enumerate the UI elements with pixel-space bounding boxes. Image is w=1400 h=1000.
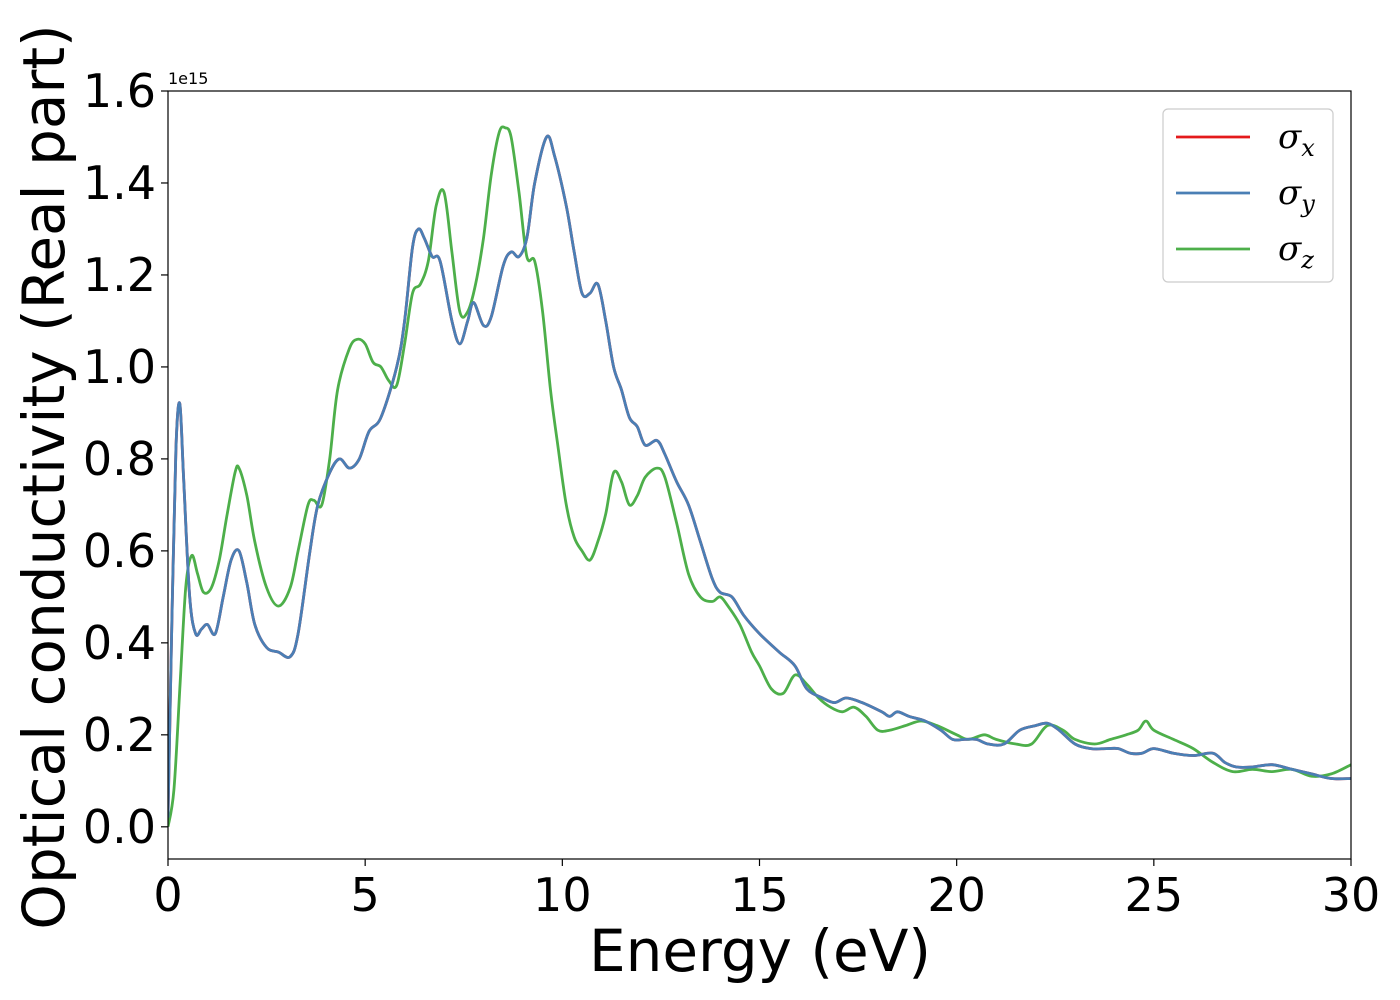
y-tick-label: 0.0 bbox=[83, 800, 156, 854]
y-tick-label: 0.6 bbox=[83, 524, 156, 578]
x-tick-label: 5 bbox=[351, 868, 380, 922]
x-tick-label: 15 bbox=[730, 868, 789, 922]
x-tick-label: 30 bbox=[1322, 868, 1381, 922]
y-tick-label: 0.2 bbox=[83, 708, 156, 762]
y-tick-label: 1.0 bbox=[83, 340, 156, 394]
y-tick-label: 1.2 bbox=[83, 248, 156, 302]
y-axis-title: Optical conductivity (Real part) bbox=[10, 24, 78, 929]
y-tick-label: 1.6 bbox=[83, 64, 156, 118]
series-line-sigma-z bbox=[168, 125, 1351, 828]
legend: σx σy σz bbox=[1162, 108, 1334, 283]
x-tick-label: 20 bbox=[927, 868, 986, 922]
series-line-sigma-y bbox=[168, 134, 1351, 818]
x-tick-label: 10 bbox=[533, 868, 592, 922]
legend-box bbox=[1162, 108, 1334, 283]
y-tick-label: 1.4 bbox=[83, 156, 156, 210]
legend-label-sigma-x: σx bbox=[1278, 117, 1315, 162]
x-tick-label: 0 bbox=[153, 868, 182, 922]
x-axis: 0 5 10 15 20 25 30 bbox=[153, 859, 1380, 922]
y-axis-offset-label: 1e15 bbox=[168, 69, 208, 88]
series-layer bbox=[168, 125, 1351, 828]
y-axis: 0.0 0.2 0.4 0.6 0.8 1.0 1.2 1.4 1.6 bbox=[83, 64, 168, 854]
y-tick-label: 0.8 bbox=[83, 432, 156, 486]
x-axis-title: Energy (eV) bbox=[589, 917, 931, 985]
legend-label-sigma-z: σz bbox=[1278, 229, 1314, 274]
x-tick-label: 25 bbox=[1125, 868, 1184, 922]
y-tick-label: 0.4 bbox=[83, 616, 156, 670]
legend-label-sigma-y: σy bbox=[1278, 173, 1315, 218]
